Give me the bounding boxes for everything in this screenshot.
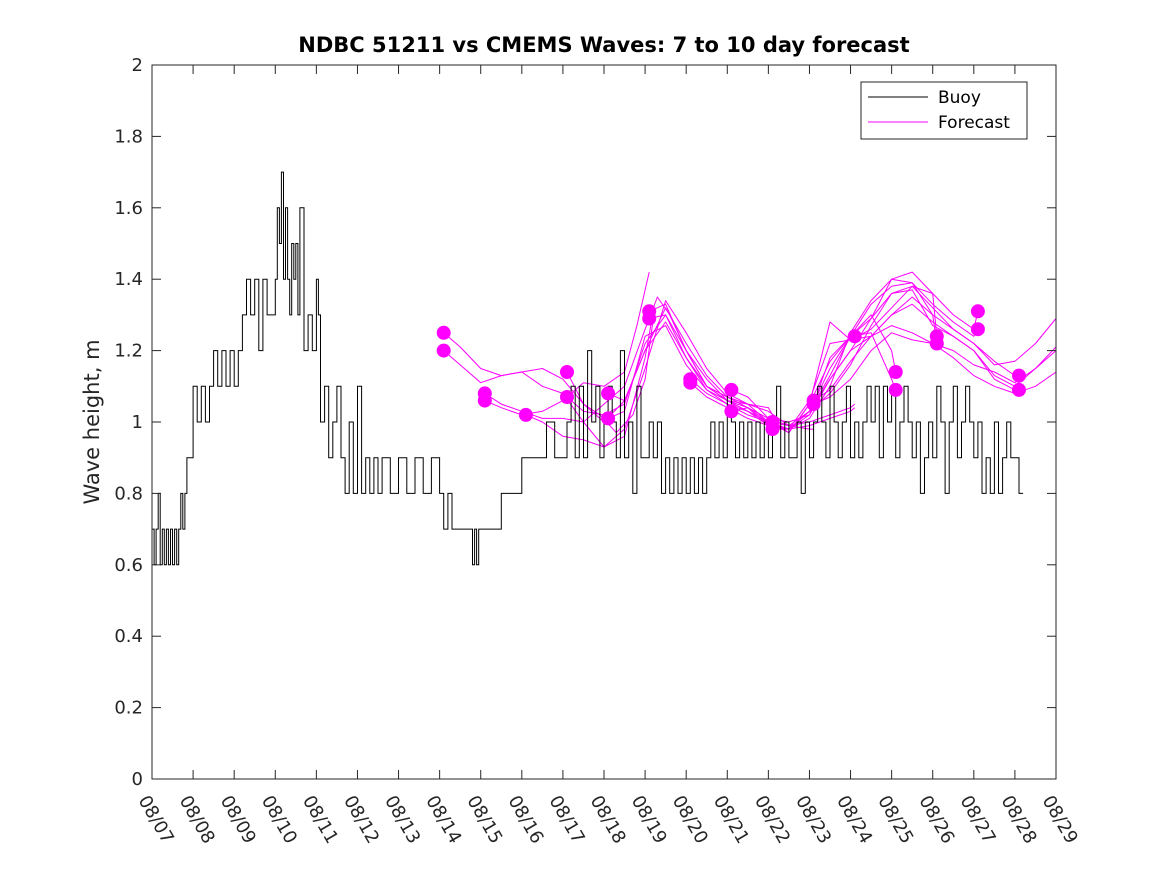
- y-tick-label: 0.2: [114, 698, 143, 719]
- legend-box: [860, 81, 1028, 140]
- forecast-line: [443, 311, 654, 448]
- legend: Buoy Forecast: [860, 81, 1028, 140]
- forecast-marker: [806, 397, 821, 412]
- forecast-marker: [642, 311, 657, 326]
- forecast-marker: [929, 336, 944, 351]
- legend-forecast-label: Forecast: [938, 113, 1010, 133]
- forecast-marker: [601, 411, 616, 426]
- forecast-line: [566, 314, 856, 430]
- forecast-marker: [765, 422, 780, 437]
- buoy-line: [152, 171, 1024, 566]
- y-tick-label: 0: [132, 769, 143, 790]
- forecast-marker: [601, 386, 616, 401]
- forecast-marker: [560, 390, 574, 404]
- chart-title: NDBC 51211 vs CMEMS Waves: 7 to 10 day f…: [298, 33, 909, 57]
- y-tick-label: 0.8: [114, 483, 143, 504]
- y-tick-label: 0.6: [114, 555, 143, 576]
- forecast-marker: [724, 382, 739, 397]
- forecast-line: [772, 285, 1057, 434]
- y-tick-label: 0.4: [114, 626, 143, 647]
- forecast-marker: [518, 407, 533, 422]
- forecast-marker: [724, 404, 739, 419]
- forecast-marker: [970, 322, 985, 337]
- y-tick-label: 2: [132, 55, 143, 76]
- forecast-marker: [436, 343, 451, 358]
- forecast-marker: [888, 365, 903, 379]
- forecast-line: [525, 300, 814, 448]
- forecast-marker: [847, 329, 862, 344]
- y-tick-label: 1.4: [114, 269, 143, 290]
- forecast-marker: [1012, 368, 1026, 383]
- forecast-line: [607, 314, 897, 427]
- forecast-line: [566, 307, 856, 427]
- y-tick-label: 1: [132, 412, 143, 433]
- y-axis-label: Wave height, m: [80, 339, 104, 504]
- buoy-series-group: [152, 171, 1024, 566]
- forecast-marker: [436, 325, 451, 340]
- forecast-line: [484, 296, 773, 423]
- y-tick-label: 1.2: [114, 341, 143, 362]
- forecast-marker: [1012, 382, 1026, 397]
- forecast-line: [443, 318, 654, 434]
- forecast-line: [484, 271, 650, 416]
- forecast-line: [649, 296, 938, 430]
- y-tick-label: 1.6: [114, 198, 143, 219]
- legend-buoy-label: Buoy: [938, 88, 981, 108]
- forecast-markers-group: [436, 304, 1026, 437]
- forecast-marker: [970, 304, 985, 319]
- y-axis-ticks: 0 0.2 0.4 0.6 0.8 1 1.2 1.4 1.6 1.8 2: [114, 55, 1056, 790]
- y-tick-label: 1.8: [114, 126, 143, 147]
- forecast-marker: [888, 382, 903, 397]
- forecast-marker: [477, 393, 492, 408]
- forecast-marker: [683, 375, 698, 390]
- forecast-marker: [560, 365, 574, 379]
